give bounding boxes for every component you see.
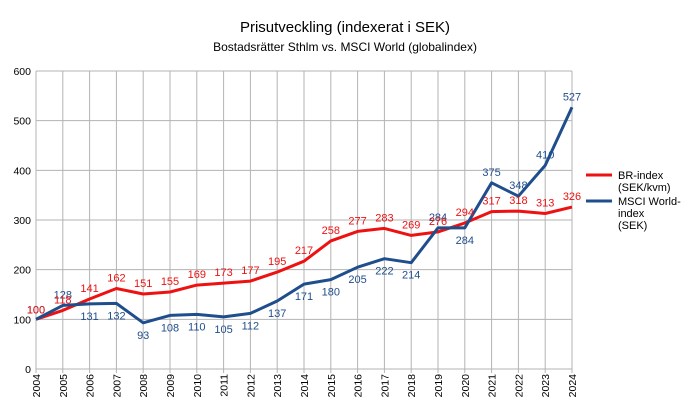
data-label-msci: 100: [27, 304, 45, 316]
data-label-br: 313: [536, 198, 554, 210]
data-label-br: 195: [268, 256, 286, 268]
data-label-msci: 93: [137, 330, 149, 342]
x-tick-label: 2005: [58, 374, 70, 398]
legend-label: (SEK): [618, 220, 647, 232]
x-tick-label: 2008: [138, 374, 150, 398]
x-tick-label: 2022: [513, 374, 525, 398]
data-label-msci: 171: [295, 291, 313, 303]
x-tick-label: 2023: [540, 374, 552, 398]
x-tick-label: 2010: [192, 374, 204, 398]
y-tick-label: 300: [13, 215, 31, 227]
data-label-br: 118: [54, 294, 72, 306]
x-tick-label: 2018: [406, 374, 418, 398]
data-label-br: 317: [482, 196, 500, 208]
y-tick-label: 400: [13, 165, 31, 177]
x-tick-label: 2007: [111, 374, 123, 398]
axes: [35, 71, 573, 373]
data-label-br: 141: [80, 283, 98, 295]
data-label-br: 269: [402, 219, 420, 231]
data-label-br: 318: [509, 195, 527, 207]
x-tick-label: 2012: [245, 374, 257, 398]
data-label-br: 155: [161, 276, 179, 288]
y-axis-ticks: 0 100 200 300 400 500 600: [13, 66, 31, 376]
legend-label: MSCI World-: [618, 196, 681, 208]
x-tick-label: 2021: [487, 374, 499, 398]
x-tick-label: 2006: [85, 374, 97, 398]
x-tick-label: 2014: [299, 374, 311, 398]
data-label-msci: 410: [536, 149, 554, 161]
series-line-0: [35, 205, 573, 321]
legend-label: index: [618, 208, 645, 220]
data-label-br: 173: [214, 267, 232, 279]
data-label-msci: 108: [161, 322, 179, 334]
x-tick-label: 2024: [567, 374, 579, 398]
data-label-msci: 214: [402, 270, 420, 282]
data-label-msci: 131: [80, 311, 98, 323]
data-label-msci: 284: [429, 212, 447, 224]
series-lines: [35, 106, 574, 325]
data-label-msci: 180: [322, 287, 340, 299]
x-tick-label: 2009: [165, 374, 177, 398]
legend-label: (SEK/kvm): [618, 182, 671, 194]
y-tick-label: 200: [13, 265, 31, 277]
data-label-br: 162: [107, 273, 125, 285]
data-label-br: 151: [134, 278, 152, 290]
data-label-br: 326: [563, 191, 581, 203]
data-label-msci: 137: [268, 308, 286, 320]
x-tick-label: 2015: [326, 374, 338, 398]
data-label-msci: 105: [214, 324, 232, 336]
series-line-1: [35, 106, 574, 325]
legend: BR-index(SEK/kvm) MSCI World-index(SEK): [586, 170, 681, 232]
data-label-msci: 110: [188, 321, 206, 333]
data-label-msci: 527: [563, 91, 581, 103]
data-label-msci: 132: [107, 310, 125, 322]
data-label-msci: 348: [509, 180, 527, 192]
x-tick-label: 2013: [272, 374, 284, 398]
y-tick-label: 0: [25, 364, 31, 376]
x-tick-label: 2016: [353, 374, 365, 398]
y-tick-label: 500: [13, 116, 31, 128]
data-label-br: 276: [429, 216, 447, 228]
data-label-br: 283: [375, 212, 393, 224]
gridlines: [35, 70, 573, 370]
y-tick-label: 100: [13, 314, 31, 326]
data-label-msci: 128: [54, 289, 72, 301]
x-tick-label: 2004: [31, 374, 43, 398]
x-tick-label: 2017: [379, 374, 391, 398]
data-label-br: 277: [348, 215, 366, 227]
x-axis-ticks: 2004 2005 2006 2007 2008 2009 2010 2011 2012 2013…: [31, 374, 579, 398]
chart-subtitle: Bostadsrätter Sthlm vs. MSCI World (glob…: [213, 40, 477, 54]
data-label-br: 217: [295, 245, 313, 257]
data-label-msci: 205: [348, 274, 366, 286]
data-label-br: 294: [456, 207, 474, 219]
x-tick-label: 2011: [219, 374, 231, 397]
data-label-msci: 284: [456, 235, 474, 247]
data-label-br: 258: [322, 225, 340, 237]
data-labels: 1001001281181311411321629315110815511016…: [27, 91, 581, 342]
legend-label: BR-index: [618, 170, 664, 182]
data-label-br: 169: [188, 269, 206, 281]
data-label-br: 177: [241, 265, 259, 277]
data-label-msci: 375: [482, 167, 500, 179]
chart-title: Prisutveckling (indexerat i SEK): [240, 19, 450, 36]
x-tick-label: 2020: [460, 374, 472, 398]
data-label-msci: 222: [375, 266, 393, 278]
y-tick-label: 600: [13, 66, 31, 78]
x-tick-label: 2019: [433, 374, 445, 398]
data-label-br: 100: [27, 304, 45, 316]
data-label-msci: 112: [242, 320, 260, 332]
